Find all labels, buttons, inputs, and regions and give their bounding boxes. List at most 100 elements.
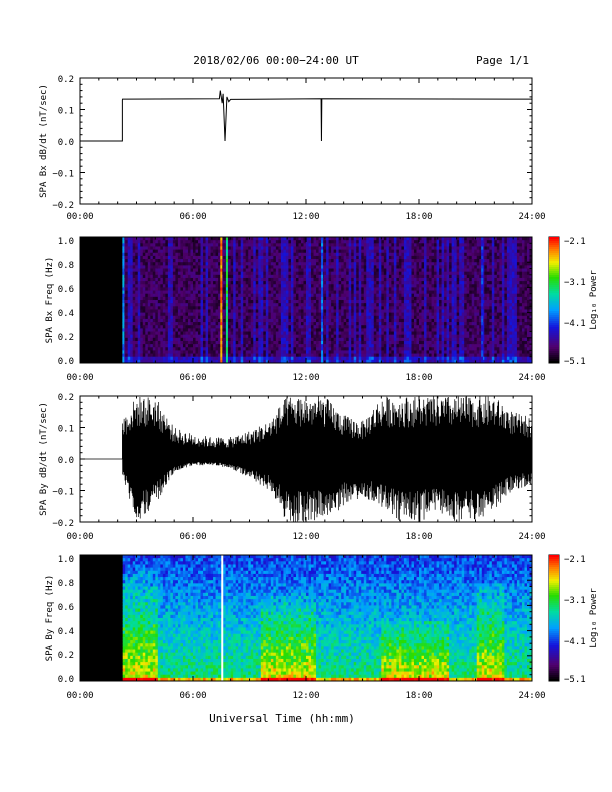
bx-spec-cell bbox=[253, 328, 257, 332]
bx-spec-cell bbox=[290, 344, 294, 348]
bx-spec-cell bbox=[167, 284, 171, 288]
bx-spec-cell bbox=[341, 359, 345, 364]
bx-spec-cell bbox=[383, 325, 387, 329]
bx-spec-cell bbox=[238, 347, 242, 351]
bx-spec-cell bbox=[298, 268, 302, 273]
bx-spec-cell bbox=[421, 240, 425, 244]
bx-spec-cell bbox=[263, 293, 267, 298]
bx-spec-cell bbox=[293, 284, 297, 288]
bx-spec-cell bbox=[248, 337, 252, 342]
bx-spec-cell bbox=[333, 274, 337, 279]
bx-spec-cell bbox=[323, 325, 327, 329]
bx-spec-cell bbox=[142, 237, 146, 241]
bx-spec-cell bbox=[338, 265, 342, 269]
bx-spec-cell bbox=[288, 325, 292, 329]
bx-spec-cell bbox=[167, 318, 171, 323]
bx-spec-cell bbox=[358, 284, 362, 288]
bx-spec-cell bbox=[293, 287, 297, 291]
bx-spec-cell bbox=[396, 252, 400, 257]
bx-spec-cell bbox=[200, 287, 204, 291]
bx-spec-cell bbox=[182, 309, 186, 313]
bx-spec-cell bbox=[130, 252, 134, 257]
bx-spec-cell bbox=[162, 249, 166, 254]
bx-spec-cell bbox=[280, 340, 284, 345]
bx-spec-cell bbox=[233, 284, 237, 288]
bx-spec-cell bbox=[137, 315, 141, 320]
bx-spec-cell bbox=[157, 306, 161, 310]
bx-spec-cell bbox=[328, 318, 332, 323]
bx-spec-cell bbox=[260, 293, 264, 298]
bx-spec-cell bbox=[346, 306, 350, 310]
bx-spec-cell bbox=[386, 331, 390, 336]
bx-spec-cell bbox=[215, 353, 219, 358]
bx-spec-cell bbox=[193, 340, 196, 345]
bx-spec-cell bbox=[298, 325, 302, 329]
bx-spec-cell bbox=[135, 296, 139, 301]
bx-spec-cell bbox=[208, 347, 211, 351]
bx-spec-cell bbox=[298, 243, 302, 247]
bx-spec-cell bbox=[253, 237, 257, 241]
bx-dbdt-y-tick-4: −0.2 bbox=[52, 201, 74, 211]
bx-spec-cell bbox=[300, 325, 304, 329]
bx-spec-cell bbox=[424, 325, 427, 329]
bx-spec-cell bbox=[180, 290, 184, 295]
bx-spec-cell bbox=[198, 274, 201, 279]
bx-spec-cell bbox=[160, 255, 164, 260]
bx-spec-cell bbox=[268, 271, 272, 276]
bx-spec-cell bbox=[177, 353, 181, 358]
bx-spec-cell bbox=[275, 287, 279, 291]
bx-spec-cell bbox=[323, 312, 327, 317]
bx-spec-cell bbox=[326, 246, 329, 250]
bx-spec-cell bbox=[288, 296, 292, 301]
bx-spec-cell bbox=[283, 350, 287, 354]
bx-spec-cell bbox=[298, 312, 302, 317]
bx-spec-cell bbox=[378, 274, 382, 279]
bx-spec-cell bbox=[283, 249, 287, 254]
bx-spec-cell bbox=[376, 246, 380, 250]
bx-spec-cell bbox=[135, 356, 139, 361]
bx-spec-cell bbox=[135, 300, 139, 304]
bx-spec-cell bbox=[300, 265, 304, 269]
bx-spec-cell bbox=[416, 356, 420, 361]
bx-spec-cell bbox=[351, 350, 355, 354]
bx-spec-cell bbox=[426, 249, 430, 254]
bx-spec-cell bbox=[193, 328, 196, 332]
bx-spec-cell bbox=[419, 281, 422, 285]
bx-spec-cell bbox=[187, 356, 191, 361]
bx-spec-cell bbox=[398, 337, 402, 342]
bx-spec-cell bbox=[170, 296, 174, 301]
bx-spec-cell bbox=[270, 322, 274, 326]
bx-spec-cell bbox=[373, 290, 377, 295]
bx-spec-cell bbox=[419, 252, 422, 257]
bx-spec-cell bbox=[265, 309, 269, 313]
bx-spec-cell bbox=[260, 249, 264, 254]
bx-spec-cell bbox=[145, 300, 149, 304]
bx-spec-cell bbox=[147, 325, 151, 329]
bx-spec-cell bbox=[275, 315, 279, 320]
bx-spec-cell bbox=[401, 237, 405, 241]
bx-spec-cell bbox=[295, 331, 299, 336]
bx-spec-cell bbox=[331, 246, 335, 250]
bx-spec-cell bbox=[248, 243, 252, 247]
bx-spec-cell bbox=[371, 356, 375, 361]
bx-spec-cell bbox=[172, 318, 176, 323]
bx-spec-cell bbox=[383, 328, 387, 332]
bx-spec-cell bbox=[160, 334, 164, 339]
bx-spec-cell bbox=[193, 271, 196, 276]
bx-spec-cell bbox=[210, 268, 214, 273]
bx-spec-cell bbox=[416, 350, 420, 354]
bx-spec-cell bbox=[187, 350, 191, 354]
bx-spec-cell bbox=[137, 271, 141, 276]
bx-spec-cell bbox=[413, 293, 417, 298]
bx-spec-cell bbox=[255, 240, 259, 244]
bx-spec-cell bbox=[346, 328, 350, 332]
bx-spec-cell bbox=[218, 309, 222, 313]
bx-spec-cell bbox=[145, 318, 149, 323]
bx-spec-cell bbox=[145, 237, 149, 241]
bx-spec-cell bbox=[401, 312, 405, 317]
bx-spec-cell bbox=[290, 271, 294, 276]
bx-spec-cell bbox=[288, 359, 292, 364]
bx-spec-cell bbox=[260, 259, 264, 263]
bx-spec-cell bbox=[157, 255, 161, 260]
bx-spec-cell bbox=[363, 290, 367, 295]
